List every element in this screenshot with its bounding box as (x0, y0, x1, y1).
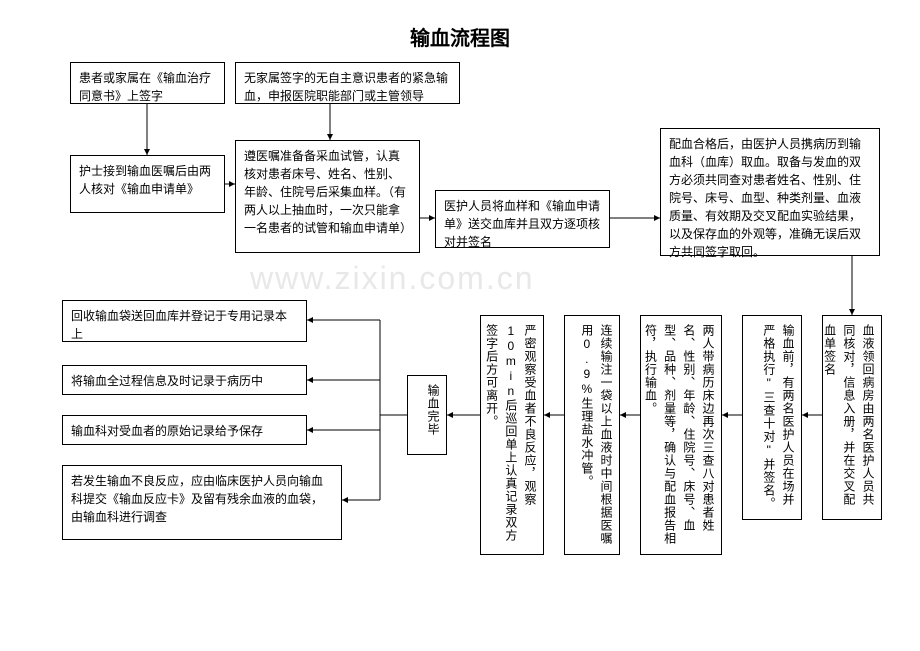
flow-node-n7: 血液领回病房由两名医护人员共同核对，信息入册，并在交叉配血单签名 (822, 315, 882, 520)
flow-node-n4: 遵医嘱准备备采血试管，认真核对患者床号、姓名、性别、年龄、住院号后采集血样。（有… (235, 140, 420, 253)
flow-node-n9: 两人带病历床边再次三查八对患者姓名、性别、年龄、住院号、床号、血型、品种、剂量等… (640, 315, 722, 555)
flow-node-n11: 严密观察受血者不良反应，观察10min后巡回单上认真记录双方签字后方可离开。 (480, 315, 544, 555)
flow-node-n8: 输血前，有两名医护人员在场并严格执行"三查十对"并签名。 (742, 315, 802, 520)
flow-node-n15: 输血科对受血者的原始记录给予保存 (62, 415, 307, 445)
flow-node-n3: 护士接到输血医嘱后由两人核对《输血申请单》 (70, 155, 225, 213)
flow-node-n5: 医护人员将血样和《输血申请单》送交血库并且双方逐项核对并签名 (435, 190, 610, 248)
flow-node-n14: 将输血全过程信息及时记录于病历中 (62, 365, 307, 395)
flow-node-n6: 配血合格后，由医护人员携病历到输血科（血库）取血。取备与发血的双方必须共同查对患… (660, 128, 880, 256)
flow-node-n16: 若发生输血不良反应，应由临床医护人员向输血科提交《输血反应卡》及留有残余血液的血… (62, 465, 342, 540)
flow-node-n2: 无家属签字的无自主意识患者的紧急输血，申报医院职能部门或主管领导 (235, 62, 460, 104)
flow-node-n10: 连续输注一袋以上血液时中间根据医嘱用0.9%生理盐水冲管。 (564, 315, 620, 555)
flow-node-n12: 输血完毕 (407, 375, 447, 455)
flow-node-n1: 患者或家属在《输血治疗同意书》上签字 (70, 62, 225, 104)
flow-node-n13: 回收输血袋送回血库并登记于专用记录本上 (62, 300, 307, 342)
